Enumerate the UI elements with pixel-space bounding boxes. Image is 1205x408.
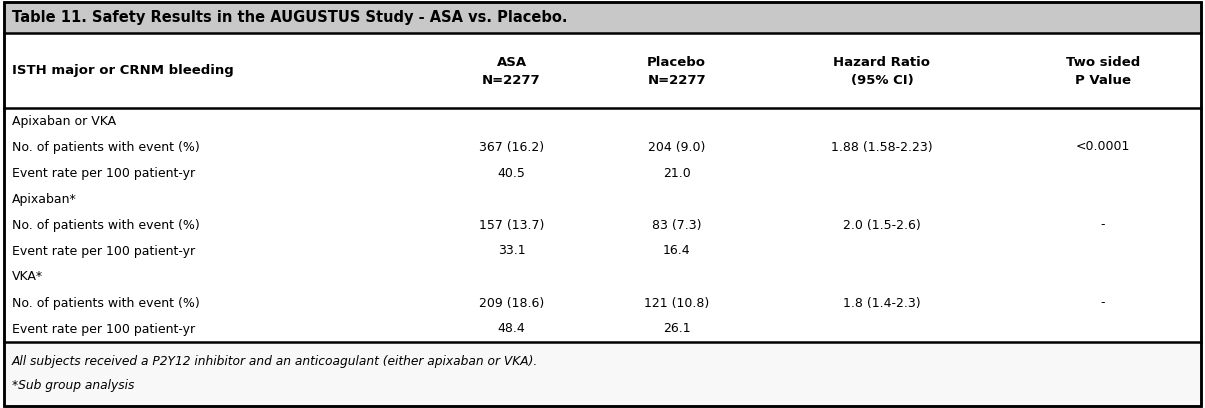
Text: 2.0 (1.5-2.6): 2.0 (1.5-2.6): [844, 219, 921, 231]
Text: P Value: P Value: [1075, 74, 1130, 87]
Text: Hazard Ratio: Hazard Ratio: [834, 56, 930, 69]
Text: 16.4: 16.4: [663, 244, 690, 257]
Text: N=2277: N=2277: [482, 74, 541, 87]
Text: -: -: [1100, 219, 1105, 231]
Text: Table 11. Safety Results in the AUGUSTUS Study - ASA vs. Placebo.: Table 11. Safety Results in the AUGUSTUS…: [12, 10, 568, 25]
Text: 26.1: 26.1: [663, 322, 690, 335]
Text: 33.1: 33.1: [498, 244, 525, 257]
Text: *Sub group analysis: *Sub group analysis: [12, 379, 135, 392]
Text: Two sided: Two sided: [1065, 56, 1140, 69]
Text: Apixaban or VKA: Apixaban or VKA: [12, 115, 116, 127]
Text: 157 (13.7): 157 (13.7): [478, 219, 545, 231]
Text: <0.0001: <0.0001: [1076, 140, 1130, 153]
Text: 1.8 (1.4-2.3): 1.8 (1.4-2.3): [844, 297, 921, 310]
Text: 367 (16.2): 367 (16.2): [478, 140, 545, 153]
Text: VKA*: VKA*: [12, 271, 43, 284]
Text: Apixaban*: Apixaban*: [12, 193, 77, 206]
Text: Placebo: Placebo: [647, 56, 706, 69]
Bar: [4, 2, 1201, 33]
Text: 83 (7.3): 83 (7.3): [652, 219, 701, 231]
Text: (95% CI): (95% CI): [851, 74, 913, 87]
Text: 48.4: 48.4: [498, 322, 525, 335]
Text: Event rate per 100 patient-yr: Event rate per 100 patient-yr: [12, 166, 195, 180]
Text: 40.5: 40.5: [498, 166, 525, 180]
Text: All subjects received a P2Y12 inhibitor and an anticoagulant (either apixaban or: All subjects received a P2Y12 inhibitor …: [12, 355, 539, 368]
Text: No. of patients with event (%): No. of patients with event (%): [12, 219, 200, 231]
Text: 204 (9.0): 204 (9.0): [648, 140, 705, 153]
Text: ASA: ASA: [496, 56, 527, 69]
Bar: [4, 342, 1201, 406]
Text: Event rate per 100 patient-yr: Event rate per 100 patient-yr: [12, 322, 195, 335]
Text: 209 (18.6): 209 (18.6): [478, 297, 545, 310]
Text: No. of patients with event (%): No. of patients with event (%): [12, 140, 200, 153]
Text: No. of patients with event (%): No. of patients with event (%): [12, 297, 200, 310]
Text: 21.0: 21.0: [663, 166, 690, 180]
Text: ISTH major or CRNM bleeding: ISTH major or CRNM bleeding: [12, 64, 234, 77]
Text: 1.88 (1.58-2.23): 1.88 (1.58-2.23): [831, 140, 933, 153]
Text: 121 (10.8): 121 (10.8): [645, 297, 710, 310]
Text: -: -: [1100, 297, 1105, 310]
Text: N=2277: N=2277: [647, 74, 706, 87]
Text: Event rate per 100 patient-yr: Event rate per 100 patient-yr: [12, 244, 195, 257]
